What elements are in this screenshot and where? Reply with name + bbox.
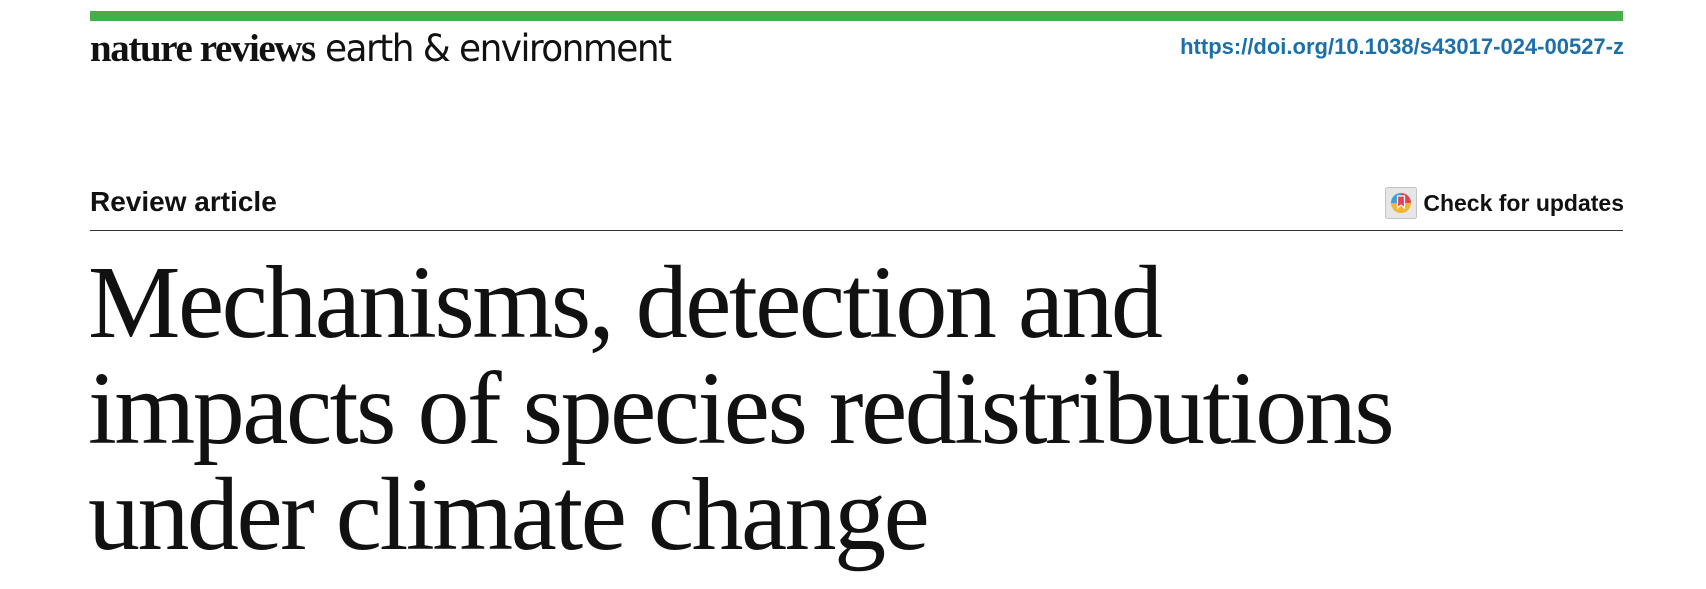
article-title: Mechanisms, detection and impacts of spe… — [88, 250, 1628, 568]
doi-link[interactable]: https://doi.org/10.1038/s43017-024-00527… — [1180, 34, 1624, 59]
journal-brand-subtitle: earth & environment — [324, 27, 672, 70]
article-title-line: impacts of species redistributions — [88, 351, 1395, 466]
check-for-updates-label: Check for updates — [1423, 190, 1624, 216]
crossmark-icon — [1385, 187, 1418, 219]
article-title-line: Mechanisms, detection and — [88, 245, 1163, 360]
check-for-updates-button[interactable]: Check for updates — [1385, 186, 1624, 220]
journal-accent-bar — [90, 11, 1623, 21]
journal-masthead[interactable]: nature reviews earth & environment — [90, 24, 681, 74]
article-type-label: Review article — [90, 186, 277, 217]
article-title-line: under climate change — [88, 457, 930, 572]
journal-brand-bold: nature reviews — [90, 27, 316, 70]
header-divider — [90, 230, 1623, 231]
